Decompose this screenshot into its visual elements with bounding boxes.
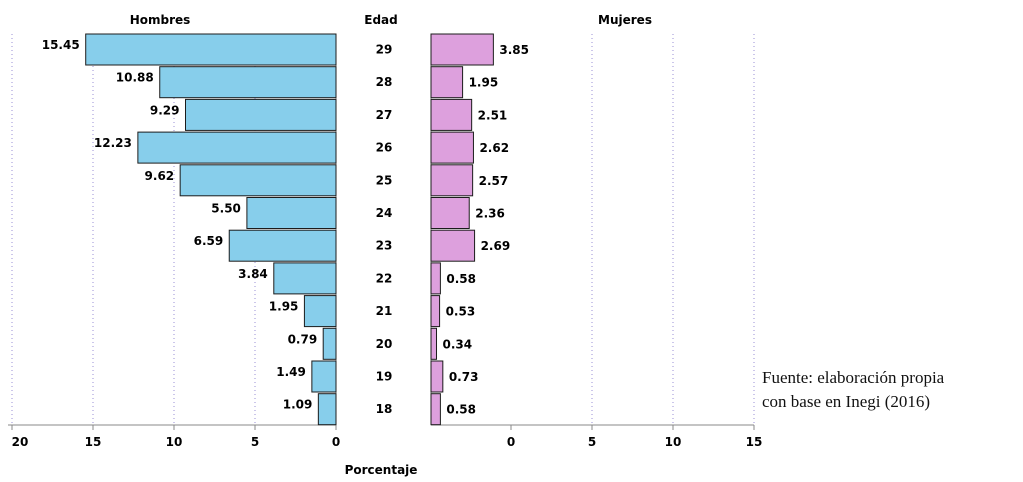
value-label-mujeres-19: 0.73 [449,370,479,384]
age-label-27: 27 [376,108,393,122]
source-note: Fuente: elaboración propia con base en I… [762,366,1022,414]
age-label-26: 26 [376,141,393,155]
x-axis-label: Porcentaje [345,463,418,477]
value-label-hombres-20: 0.79 [288,332,318,346]
age-label-19: 19 [376,370,393,384]
header-hombres: Hombres [130,13,191,27]
right-tick-label-15: 15 [746,435,763,449]
bar-hombres-21 [303,295,337,328]
value-label-hombres-22: 3.84 [238,267,268,281]
age-label-20: 20 [376,337,393,351]
age-label-18: 18 [376,402,393,416]
age-label-28: 28 [376,75,393,89]
value-label-hombres-27: 9.29 [150,103,180,117]
bar-hombres-26 [137,131,337,164]
bar-mujeres-28 [430,66,464,99]
value-label-hombres-24: 5.50 [211,202,241,216]
labels: 15.45 29 3.85 10.88 28 1.95 9.29 27 2.51 12.23 26 2… [42,38,529,417]
bar-mujeres-29 [430,33,494,66]
value-label-hombres-25: 9.62 [145,169,175,183]
left-tick-label-20: 20 [12,435,29,449]
value-label-mujeres-26: 2.62 [479,141,509,155]
age-label-29: 29 [376,43,393,57]
value-label-hombres-23: 6.59 [194,234,224,248]
header-edad: Edad [364,13,397,27]
value-label-mujeres-27: 2.51 [478,108,508,122]
bar-mujeres-26 [430,131,474,164]
value-label-hombres-28: 10.88 [116,71,154,85]
age-label-23: 23 [376,239,393,253]
value-label-mujeres-21: 0.53 [446,305,476,319]
value-label-hombres-21: 1.95 [269,300,299,314]
value-label-mujeres-24: 2.36 [475,207,505,221]
source-line-2: con base en Inegi (2016) [762,392,931,411]
bar-hombres-29 [85,33,337,66]
bar-mujeres-27 [430,98,473,131]
value-label-mujeres-23: 2.69 [481,239,511,253]
bar-hombres-27 [185,98,337,131]
left-tick-label-10: 10 [166,435,183,449]
right-tick-label-0: 0 [507,435,515,449]
left-tick-label-15: 15 [85,435,102,449]
right-tick-label-10: 10 [665,435,682,449]
value-label-mujeres-29: 3.85 [499,43,529,57]
bars [85,33,494,426]
bar-mujeres-20 [430,327,438,360]
left-tick-label-5: 5 [251,435,259,449]
gridlines [11,34,755,425]
source-line-1: Fuente: elaboración propia [762,368,945,387]
right-tick-label-5: 5 [588,435,596,449]
bar-hombres-24 [246,197,337,229]
age-label-24: 24 [376,206,393,220]
bar-mujeres-24 [430,197,470,229]
bar-mujeres-18 [430,393,441,426]
value-label-hombres-18: 1.09 [283,398,313,412]
value-label-mujeres-22: 0.58 [446,272,476,286]
bar-mujeres-22 [430,262,441,295]
value-label-mujeres-20: 0.34 [443,337,473,351]
bar-mujeres-19 [430,360,444,393]
value-label-hombres-26: 12.23 [94,136,132,150]
value-label-hombres-19: 1.49 [276,365,306,379]
bar-hombres-28 [159,66,337,99]
bar-mujeres-25 [430,164,474,197]
bar-hombres-19 [311,360,337,393]
bar-hombres-18 [317,393,337,426]
header-mujeres: Mujeres [598,13,652,27]
age-label-21: 21 [376,304,393,318]
value-label-hombres-29: 15.45 [42,38,80,52]
value-label-mujeres-28: 1.95 [469,76,499,90]
age-label-22: 22 [376,271,393,285]
bar-mujeres-21 [430,295,441,328]
bar-hombres-22 [273,262,337,295]
bar-hombres-25 [179,164,337,197]
bar-hombres-23 [228,229,337,262]
value-label-mujeres-18: 0.58 [446,403,476,417]
value-label-mujeres-25: 2.57 [479,174,509,188]
bar-hombres-20 [322,327,337,360]
age-label-25: 25 [376,173,393,187]
bar-mujeres-23 [430,229,476,262]
left-tick-label-0: 0 [332,435,340,449]
